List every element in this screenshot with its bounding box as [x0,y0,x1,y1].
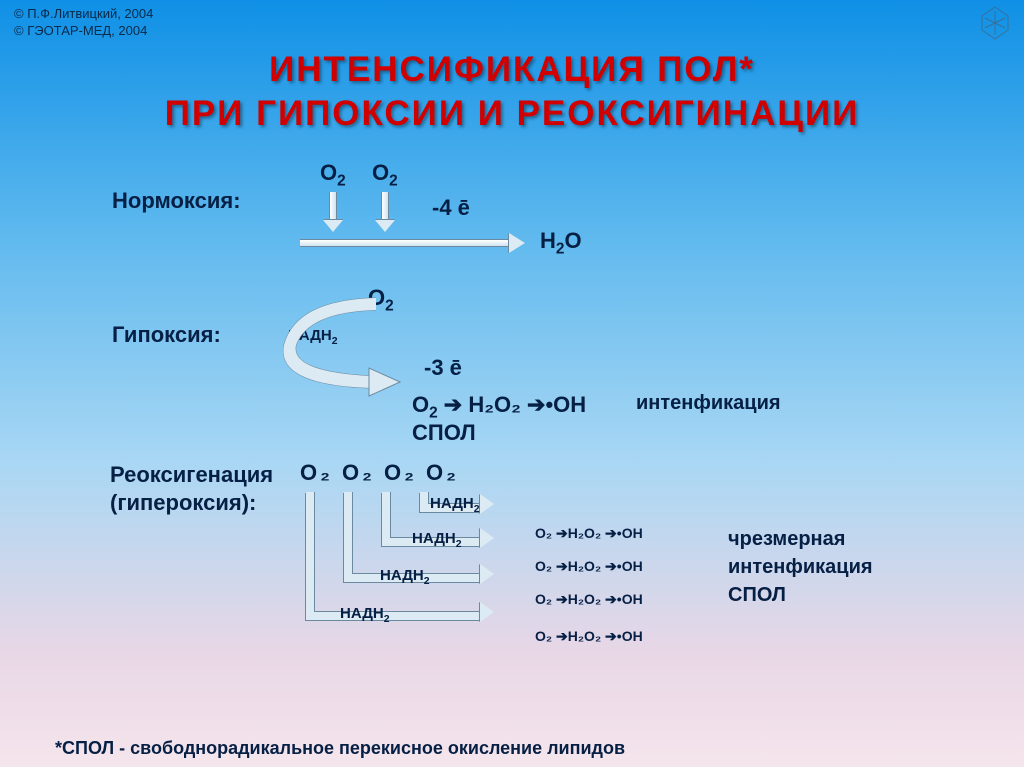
normoxia-o2-2: O2 [372,160,398,190]
reoxy-intens-l3: СПОЛ [728,584,786,607]
normoxia-reaction-arrow [300,236,525,250]
hypoxia-electrons: -3 ē [424,355,462,381]
copyright: © П.Ф.Литвицкий, 2004 © ГЭОТАР-МЕД, 2004 [14,6,153,40]
reoxy-reaction-4: O₂ ➔H₂O₂ ➔•OH [535,628,643,645]
reoxy-nadh-4: НАДН2 [340,605,390,625]
hypoxia-label: Гипоксия: [112,322,221,348]
reoxy-intens-l1: чрезмерная [728,528,845,551]
normoxia-o2-arrow-2 [378,192,392,232]
reoxy-intens-l2: интенфикация [728,556,873,579]
reoxy-reaction-1: O₂ ➔H₂O₂ ➔•OH [535,525,643,542]
normoxia-electrons: -4 ē [432,195,470,221]
reoxy-label-l1: Реоксигенация [110,462,273,488]
title-line1: ИНТЕНСИФИКАЦИЯ ПОЛ* [0,48,1024,92]
hypoxia-intens: интенфикация [636,392,781,415]
normoxia-o2-arrow-1 [326,192,340,232]
copyright-line1: © П.Ф.Литвицкий, 2004 [14,6,153,23]
hypoxia-reaction: O2 ➔ H₂O₂ ➔•OH [412,392,586,422]
normoxia-product: H2O [540,228,582,258]
hypoxia-curve-arrow [266,290,426,405]
hypoxia-spol: СПОЛ [412,420,476,446]
publisher-logo-icon [980,6,1010,40]
normoxia-o2-1: O2 [320,160,346,190]
slide-title: ИНТЕНСИФИКАЦИЯ ПОЛ* ПРИ ГИПОКСИИ И РЕОКС… [0,48,1024,136]
reoxy-reaction-3: O₂ ➔H₂O₂ ➔•OH [535,591,643,608]
normoxia-label: Нормоксия: [112,188,241,214]
reoxy-label-l2: (гипероксия): [110,490,256,516]
reoxy-reaction-2: O₂ ➔H₂O₂ ➔•OH [535,558,643,575]
copyright-line2: © ГЭОТАР-МЕД, 2004 [14,23,153,40]
footnote: *СПОЛ - свободнорадикальное перекисное о… [55,738,625,759]
title-line2: ПРИ ГИПОКСИИ И РЕОКСИГИНАЦИИ [0,92,1024,136]
reoxy-elbow-4 [306,492,480,620]
reoxy-o2: O₂ O₂ O₂ O₂ [300,460,459,486]
